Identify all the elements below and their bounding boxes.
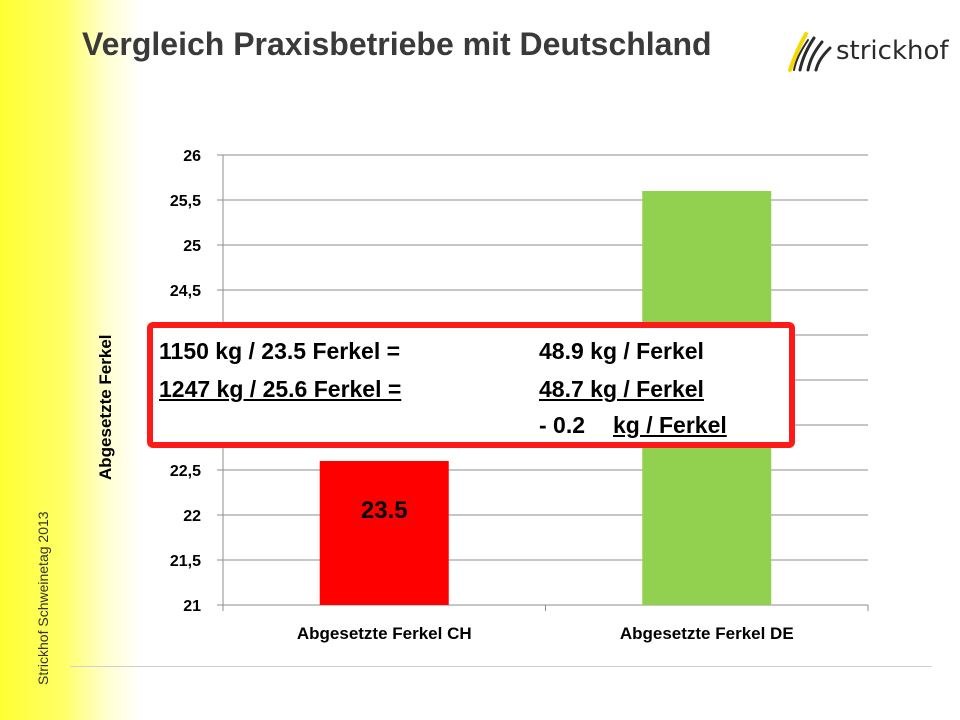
logo-mark-icon [788, 32, 832, 72]
y-tick-label: 25 [183, 238, 201, 255]
bar-ch [319, 461, 449, 605]
y-tick-label: 25,5 [170, 193, 201, 210]
y-tick-label: 26 [183, 148, 201, 165]
callout-row3-prefix: - 0.2 [539, 412, 586, 438]
y-tick-label: 24,5 [170, 283, 201, 300]
x-category-label: Abgesetzte Ferkel CH [297, 624, 472, 643]
y-tick-label: 21 [183, 598, 201, 615]
footer-divider [70, 666, 932, 667]
y-tick-label: 22,5 [170, 463, 201, 480]
logo-text: strickhof [836, 36, 949, 66]
callout-row1-left: 1150 kg / 23.5 Ferkel = [159, 338, 401, 364]
bar-data-label: 23.5 [361, 497, 408, 524]
x-category-label: Abgesetzte Ferkel DE [620, 624, 794, 643]
y-tick-label: 22 [183, 508, 201, 525]
callout-row1-right: 48.9 kg / Ferkel [539, 338, 704, 364]
y-tick-label: 21,5 [170, 553, 201, 570]
strickhof-logo: strickhof [780, 22, 949, 82]
calculation-callout-box: 1150 kg / 23.5 Ferkel = 48.9 kg / Ferkel… [147, 322, 795, 448]
callout-row3-unit: kg / Ferkel [613, 412, 727, 438]
callout-row2-right: 48.7 kg / Ferkel [539, 376, 704, 402]
y-axis-title: Abgesetzte Ferkel [96, 334, 115, 481]
slide-title: Vergleich Praxisbetriebe mit Deutschland [82, 26, 712, 62]
callout-row2-left: 1247 kg / 25.6 Ferkel = [159, 376, 402, 402]
side-gradient-band [0, 0, 140, 720]
